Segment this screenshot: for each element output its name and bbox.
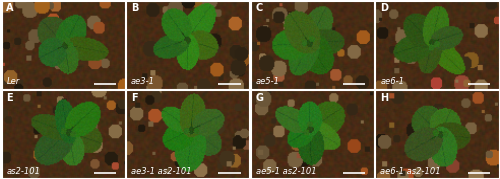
Text: ae3-1: ae3-1 <box>131 77 155 86</box>
Text: D: D <box>380 3 388 13</box>
Text: F: F <box>131 93 138 103</box>
Text: ae3-1 as2-101: ae3-1 as2-101 <box>131 167 192 176</box>
Text: Ler: Ler <box>6 77 20 86</box>
Text: ae6-1: ae6-1 <box>380 77 404 86</box>
Text: A: A <box>6 3 14 13</box>
Text: as2-101: as2-101 <box>6 167 40 176</box>
Text: C: C <box>256 3 263 13</box>
Text: ae6-1 as2-101: ae6-1 as2-101 <box>380 167 441 176</box>
Text: E: E <box>6 93 13 103</box>
Text: G: G <box>256 93 264 103</box>
Text: ae5-1: ae5-1 <box>256 77 280 86</box>
Text: ae5-1 as2-101: ae5-1 as2-101 <box>256 167 316 176</box>
Text: H: H <box>380 93 388 103</box>
Text: B: B <box>131 3 138 13</box>
